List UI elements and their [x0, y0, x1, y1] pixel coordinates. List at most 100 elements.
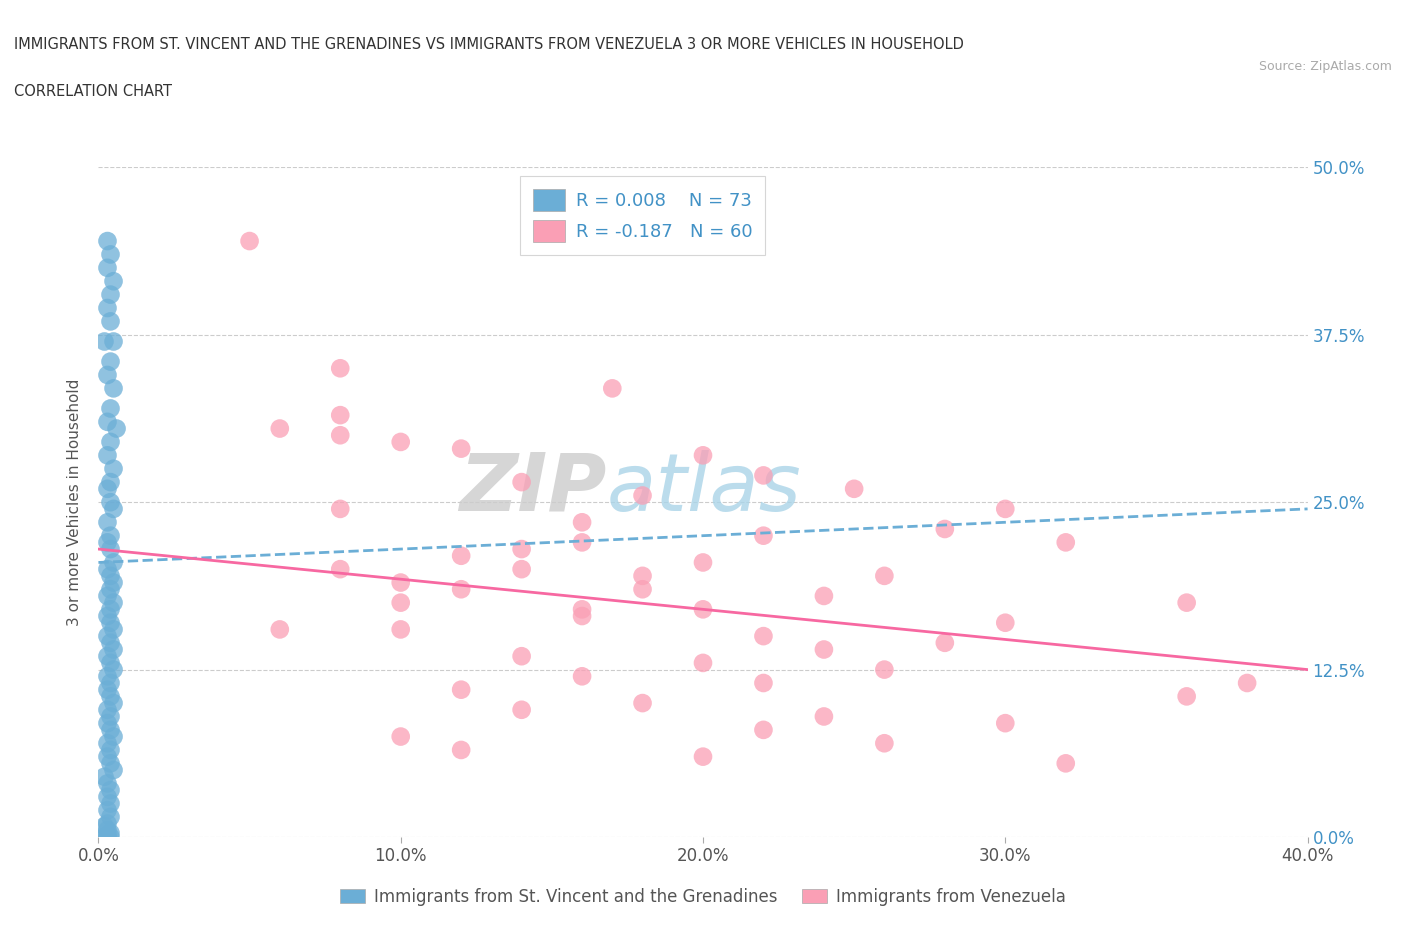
Text: Source: ZipAtlas.com: Source: ZipAtlas.com	[1258, 60, 1392, 73]
Point	[100, 675, 122, 690]
Point	[1175, 595, 1198, 610]
Point	[752, 675, 775, 690]
Point	[692, 656, 714, 671]
Point	[96, 562, 118, 577]
Point	[103, 555, 125, 570]
Point	[450, 549, 472, 564]
Point	[96, 776, 118, 790]
Point	[96, 629, 118, 644]
Point	[631, 696, 654, 711]
Point	[103, 642, 125, 657]
Legend: R = 0.008    N = 73, R = -0.187   N = 60: R = 0.008 N = 73, R = -0.187 N = 60	[520, 177, 765, 255]
Point	[510, 649, 533, 664]
Point	[93, 818, 115, 833]
Point	[450, 683, 472, 698]
Text: ZIP: ZIP	[458, 450, 606, 528]
Point	[103, 595, 125, 610]
Point	[631, 488, 654, 503]
Point	[934, 635, 956, 650]
Point	[96, 702, 118, 717]
Point	[873, 662, 896, 677]
Point	[100, 602, 122, 617]
Point	[692, 448, 714, 463]
Point	[93, 830, 115, 844]
Point	[631, 568, 654, 583]
Point	[813, 642, 835, 657]
Point	[100, 723, 122, 737]
Point	[100, 287, 122, 302]
Point	[100, 783, 122, 798]
Point	[571, 669, 593, 684]
Point	[103, 662, 125, 677]
Point	[389, 575, 412, 590]
Point	[100, 689, 122, 704]
Point	[100, 635, 122, 650]
Point	[329, 562, 352, 577]
Point	[105, 421, 128, 436]
Point	[100, 434, 122, 449]
Text: CORRELATION CHART: CORRELATION CHART	[14, 84, 172, 99]
Point	[103, 461, 125, 476]
Point	[873, 568, 896, 583]
Point	[994, 716, 1017, 731]
Point	[93, 334, 115, 349]
Point	[450, 441, 472, 456]
Legend: Immigrants from St. Vincent and the Grenadines, Immigrants from Venezuela: Immigrants from St. Vincent and the Gren…	[333, 881, 1073, 912]
Point	[100, 401, 122, 416]
Point	[844, 482, 866, 497]
Point	[96, 829, 118, 844]
Point	[1054, 756, 1077, 771]
Point	[100, 756, 122, 771]
Text: IMMIGRANTS FROM ST. VINCENT AND THE GRENADINES VS IMMIGRANTS FROM VENEZUELA 3 OR: IMMIGRANTS FROM ST. VINCENT AND THE GREN…	[14, 37, 965, 52]
Point	[1236, 675, 1258, 690]
Point	[93, 769, 115, 784]
Point	[100, 826, 122, 841]
Point	[239, 233, 262, 248]
Point	[269, 421, 291, 436]
Point	[100, 541, 122, 556]
Point	[631, 582, 654, 597]
Point	[389, 622, 412, 637]
Point	[96, 415, 118, 430]
Point	[103, 501, 125, 516]
Point	[100, 656, 122, 671]
Y-axis label: 3 or more Vehicles in Household: 3 or more Vehicles in Household	[67, 379, 83, 626]
Point	[752, 723, 775, 737]
Point	[96, 803, 118, 817]
Point	[96, 823, 118, 838]
Point	[100, 528, 122, 543]
Point	[100, 742, 122, 757]
Point	[96, 830, 118, 844]
Point	[96, 736, 118, 751]
Point	[96, 448, 118, 463]
Point	[450, 742, 472, 757]
Point	[103, 696, 125, 711]
Point	[752, 468, 775, 483]
Point	[96, 300, 118, 315]
Point	[103, 575, 125, 590]
Point	[510, 541, 533, 556]
Point	[873, 736, 896, 751]
Point	[96, 589, 118, 604]
Point	[96, 482, 118, 497]
Point	[96, 535, 118, 550]
Point	[103, 334, 125, 349]
Point	[329, 407, 352, 422]
Point	[96, 367, 118, 382]
Point	[96, 608, 118, 623]
Point	[571, 515, 593, 530]
Point	[934, 522, 956, 537]
Point	[96, 669, 118, 684]
Point	[329, 501, 352, 516]
Point	[96, 790, 118, 804]
Point	[103, 763, 125, 777]
Point	[96, 233, 118, 248]
Point	[96, 716, 118, 731]
Point	[510, 702, 533, 717]
Point	[752, 528, 775, 543]
Point	[96, 515, 118, 530]
Point	[571, 608, 593, 623]
Point	[96, 649, 118, 664]
Point	[100, 474, 122, 489]
Point	[450, 582, 472, 597]
